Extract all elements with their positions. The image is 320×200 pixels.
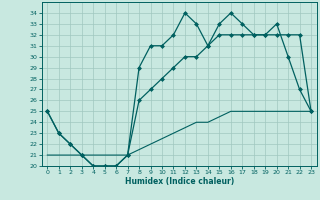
X-axis label: Humidex (Indice chaleur): Humidex (Indice chaleur): [124, 177, 234, 186]
